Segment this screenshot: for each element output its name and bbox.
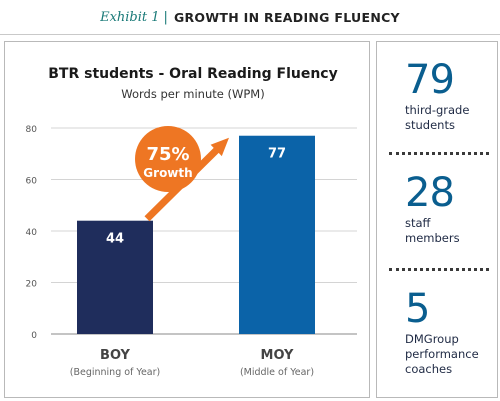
stats-panel: 79 third-grade students 28 staff members… — [376, 41, 498, 398]
bar-boy — [77, 220, 153, 334]
x-category-sublabel: (Beginning of Year) — [70, 367, 161, 378]
x-category-sublabel: (Middle of Year) — [240, 367, 314, 378]
stat-label-line: performance — [405, 347, 479, 361]
stat-label: DMGroup performance coaches — [405, 332, 497, 377]
stat-number: 5 — [405, 286, 430, 332]
exhibit-number: Exhibit 1 — [100, 9, 160, 25]
stat-number: 28 — [405, 170, 455, 216]
stat-label-line: third-grade — [405, 103, 470, 117]
chart-title: BTR students - Oral Reading Fluency — [48, 66, 337, 82]
stat-label-line: coaches — [405, 362, 453, 376]
bar-moy — [239, 135, 315, 334]
y-axis-ticks: 0 20 40 60 80 — [26, 125, 38, 341]
growth-annotation: 75%Growth — [135, 126, 229, 222]
stat-coaches: 5 DMGroup performance coaches — [405, 289, 497, 377]
stat-label-line: members — [405, 231, 460, 245]
y-tick-label: 20 — [26, 280, 38, 290]
y-tick-label: 40 — [26, 228, 38, 238]
stat-students: 79 third-grade students — [405, 60, 497, 133]
data-label: 77 — [268, 147, 286, 162]
data-label: 44 — [106, 232, 124, 247]
y-tick-label: 0 — [31, 331, 37, 341]
x-category-label: BOY — [100, 348, 130, 363]
y-tick-label: 60 — [26, 177, 38, 187]
bars: 44 77 — [77, 135, 315, 334]
y-tick-label: 80 — [26, 125, 38, 135]
exhibit-header: Exhibit 1 | GROWTH IN READING FLUENCY — [0, 0, 500, 35]
dotted-divider — [389, 152, 489, 155]
exhibit-separator: | — [163, 9, 168, 25]
growth-value: 75% — [146, 144, 189, 165]
growth-label: Growth — [143, 166, 192, 180]
x-axis-categories: BOY (Beginning of Year) MOY (Middle of Year… — [70, 348, 314, 378]
stat-number: 79 — [405, 57, 455, 103]
exhibit-title: GROWTH IN READING FLUENCY — [173, 9, 400, 25]
x-category-label: MOY — [261, 348, 295, 363]
stat-label: third-grade students — [405, 103, 497, 133]
stat-label: staff members — [405, 216, 497, 246]
stat-label-line: DMGroup — [405, 332, 459, 346]
stat-label-line: staff — [405, 216, 431, 230]
chart-subtitle: Words per minute (WPM) — [121, 87, 264, 101]
dotted-divider — [389, 268, 489, 271]
growth-badge — [135, 126, 201, 192]
bar-chart: BTR students - Oral Reading Fluency Word… — [26, 66, 357, 378]
chart-panel: BTR students - Oral Reading Fluency Word… — [4, 41, 370, 398]
stat-staff: 28 staff members — [405, 173, 497, 246]
stat-label-line: students — [405, 118, 455, 132]
